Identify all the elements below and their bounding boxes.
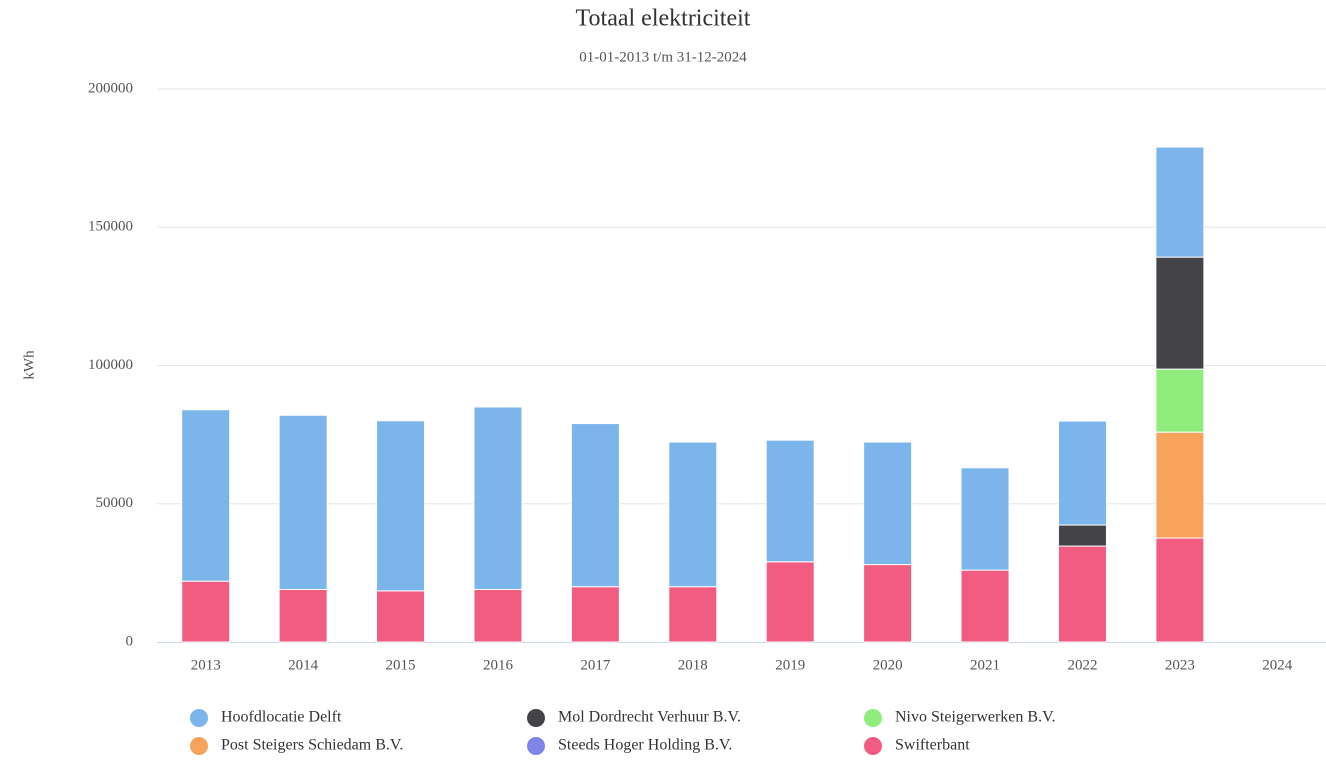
- x-tick-label: 2013: [191, 657, 221, 673]
- y-tick-label: 0: [126, 633, 134, 649]
- legend-marker: [864, 737, 882, 755]
- legend-marker: [864, 709, 882, 727]
- bar-segment: [1155, 146, 1205, 258]
- bar-segment: [765, 439, 815, 563]
- bar-segment: [376, 420, 426, 592]
- x-tick-label: 2016: [483, 657, 514, 673]
- bar-segment: [1155, 431, 1205, 539]
- bar-segment: [960, 467, 1010, 571]
- bar-segment: [570, 586, 620, 643]
- x-tick-label: 2023: [1165, 657, 1195, 673]
- legend-marker: [190, 709, 208, 727]
- bar-segment: [1155, 256, 1205, 370]
- bar-segment: [668, 441, 718, 588]
- legend-marker: [527, 737, 545, 755]
- bar-segment: [376, 590, 426, 643]
- bar-segment: [570, 423, 620, 588]
- bar-segment: [181, 409, 231, 582]
- bar-segment: [278, 588, 328, 643]
- legend-marker: [527, 709, 545, 727]
- bar-segment: [765, 561, 815, 643]
- bar-segment: [863, 441, 913, 566]
- x-tick-label: 2024: [1262, 657, 1293, 673]
- legend-label: Hoofdlocatie Delft: [221, 709, 342, 726]
- legend-marker: [190, 737, 208, 755]
- x-tick-label: 2022: [1067, 657, 1097, 673]
- bar-segment: [863, 564, 913, 643]
- bar-segment: [1155, 537, 1205, 643]
- x-tick-label: 2015: [386, 657, 416, 673]
- bar-segment: [473, 406, 523, 590]
- bar-segment: [181, 580, 231, 643]
- legend-label: Steeds Hoger Holding B.V.: [558, 737, 732, 754]
- y-tick-label: 150000: [88, 219, 133, 235]
- legend-label: Post Steigers Schiedam B.V.: [221, 737, 403, 754]
- y-tick-label: 200000: [88, 80, 133, 96]
- chart-subtitle: 01-01-2013 t/m 31-12-2024: [579, 49, 747, 65]
- legend-label: Mol Dordrecht Verhuur B.V.: [558, 709, 741, 726]
- bar-segment: [960, 569, 1010, 643]
- x-tick-label: 2021: [970, 657, 1000, 673]
- x-tick-label: 2019: [775, 657, 805, 673]
- x-tick-label: 2018: [678, 657, 708, 673]
- legend-label: Swifterbant: [895, 737, 970, 754]
- bar-segment: [1155, 368, 1205, 433]
- x-tick-label: 2014: [288, 657, 319, 673]
- y-tick-label: 50000: [96, 495, 134, 511]
- chart-title: Totaal elektriciteit: [576, 6, 751, 32]
- y-axis-title: kWh: [21, 350, 37, 380]
- legend-label: Nivo Steigerwerken B.V.: [895, 709, 1056, 726]
- bar-segment: [1057, 524, 1107, 547]
- bar-segment: [1057, 420, 1107, 526]
- bar-segment: [278, 414, 328, 590]
- x-tick-label: 2017: [580, 657, 611, 673]
- bar-segment: [473, 588, 523, 643]
- y-tick-label: 100000: [88, 357, 133, 373]
- bar-segment: [1057, 545, 1107, 643]
- x-tick-label: 2020: [873, 657, 903, 673]
- bar-segment: [668, 586, 718, 643]
